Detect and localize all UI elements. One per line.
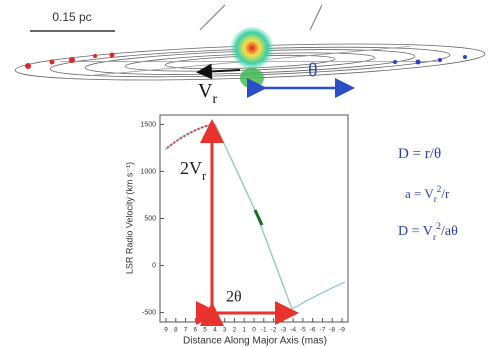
rotation-curve — [164, 123, 346, 311]
text-part: r — [434, 194, 437, 204]
rotation-arrow — [196, 63, 241, 80]
y-tick-label: 0 — [152, 262, 156, 269]
equation: D = Vr2/aθ — [398, 221, 458, 243]
x-tick-label: -7 — [320, 327, 326, 334]
text-part: 2 — [436, 221, 441, 232]
text-part: /aθ — [441, 224, 458, 239]
x-tick-label: 2 — [233, 327, 237, 334]
x-axis-label: Distance Along Major Axis (mas) — [183, 336, 327, 347]
jet-line — [199, 4, 226, 31]
scale-label: 0.15 pc — [52, 10, 91, 24]
theta-label: θ — [308, 60, 318, 82]
text-part: 2V — [180, 158, 202, 178]
x-tick-label: 7 — [184, 327, 188, 334]
text-part: a = V — [405, 186, 434, 201]
x-tick-label: -3 — [280, 327, 286, 334]
x-tick-label: 8 — [174, 327, 178, 334]
y-tick-label: 1500 — [140, 121, 156, 128]
text-part: D = V — [398, 224, 433, 239]
x-tick-label: 4 — [213, 327, 217, 334]
text-part: 2 — [437, 184, 442, 194]
x-tick-label: -6 — [310, 327, 316, 334]
y-tick-label: 1000 — [140, 168, 156, 175]
x-tick-label: 0 — [252, 327, 256, 334]
nucleus — [230, 26, 274, 70]
text-part: r — [433, 232, 437, 243]
equation: a = Vr2/r — [405, 184, 450, 204]
x-tick-label: 6 — [194, 327, 198, 334]
x-tick-label: -4 — [290, 327, 296, 334]
x-tick-label: -5 — [300, 327, 306, 334]
x-tick-label: -1 — [261, 327, 267, 334]
y-tick-label: 500 — [144, 215, 156, 222]
text-part: /r — [441, 186, 450, 201]
text-part: V — [198, 80, 213, 102]
two-vr-label: 2Vr — [180, 158, 207, 183]
x-tick-label: -8 — [329, 327, 335, 334]
x-tick-label: 9 — [164, 327, 168, 334]
two-theta-label: 2θ — [226, 289, 242, 306]
red-masers — [25, 52, 115, 69]
y-tick-label: -500 — [142, 309, 156, 316]
text-part: r — [202, 169, 207, 183]
x-tick-label: 3 — [223, 327, 227, 334]
systemic-points — [253, 209, 264, 226]
x-tick-label: 5 — [203, 327, 207, 334]
plot-frame — [159, 114, 349, 323]
x-tick-label: -9 — [339, 327, 345, 334]
jet-line — [309, 4, 323, 31]
y-axis-label: LSR Radio Velocity (km s⁻¹) — [124, 162, 134, 274]
x-tick-label: 1 — [242, 327, 246, 334]
text-part: r — [212, 92, 217, 107]
systemic-masers — [240, 68, 264, 88]
x-tick-label: -2 — [271, 327, 277, 334]
text-part: D = r/θ — [398, 146, 441, 162]
vr-label: Vr — [198, 80, 217, 107]
blue-masers — [393, 55, 467, 65]
equation: D = r/θ — [398, 146, 441, 162]
